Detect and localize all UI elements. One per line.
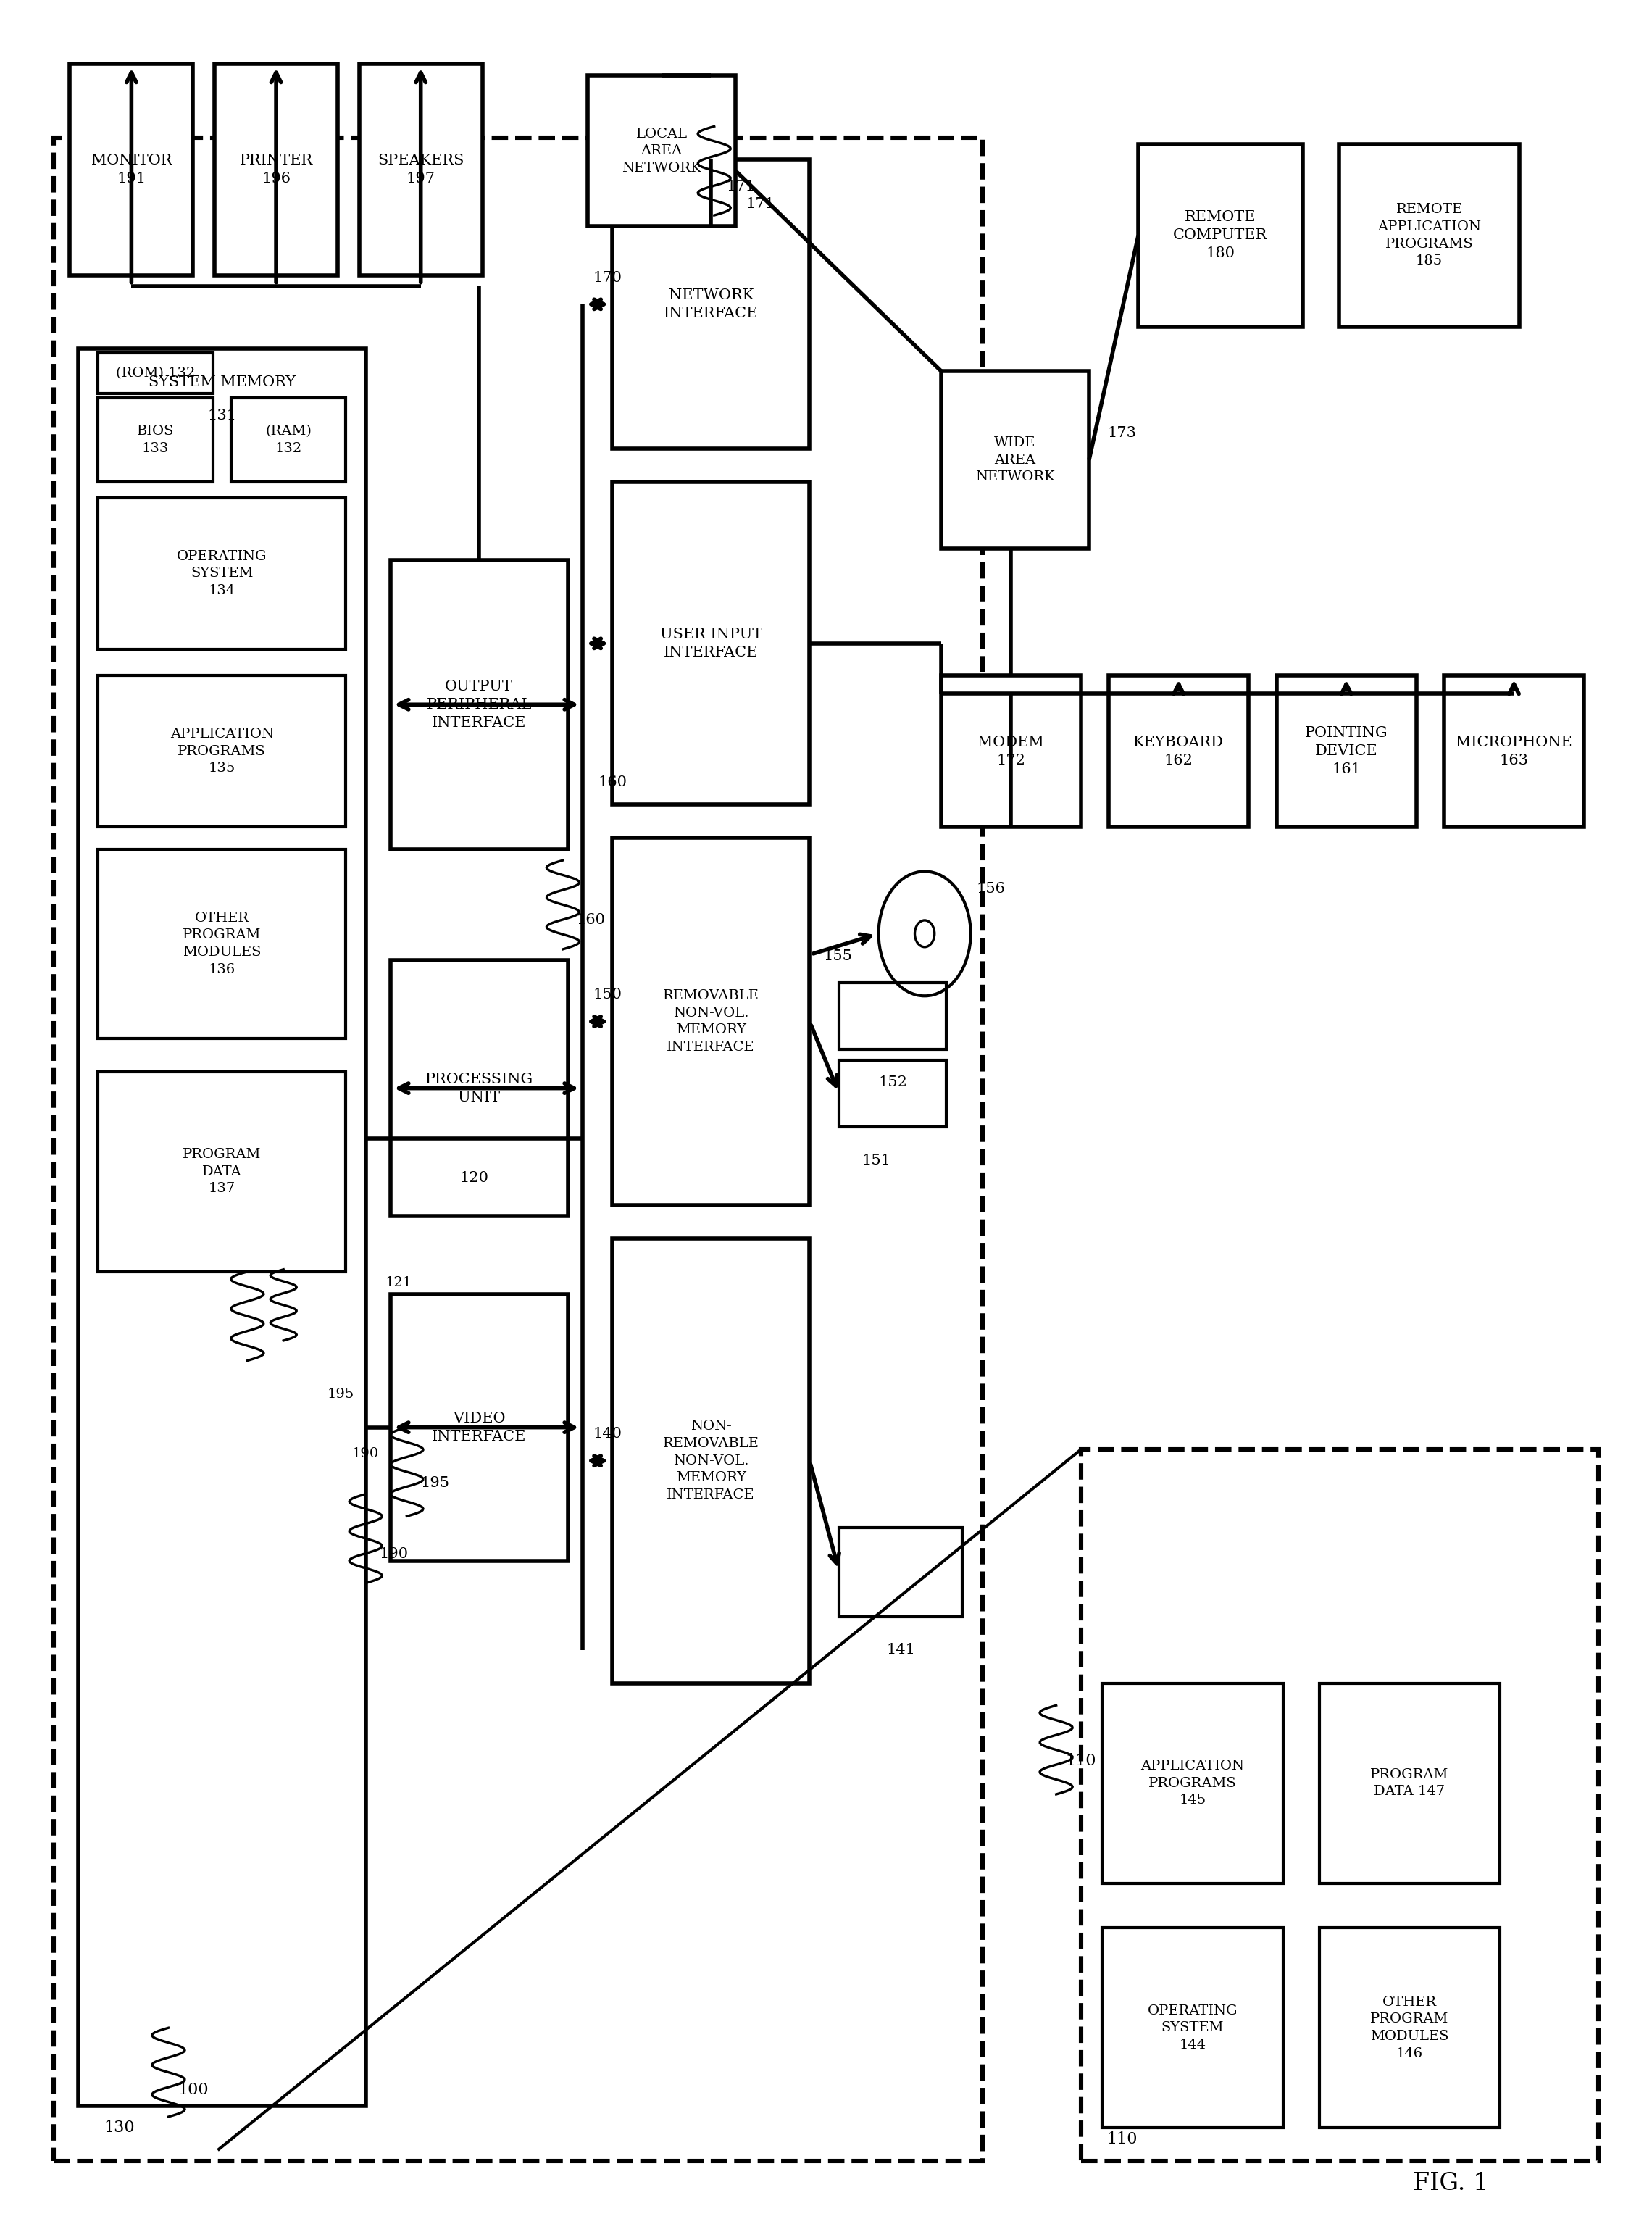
- Text: (ROM) 132: (ROM) 132: [116, 366, 195, 379]
- Bar: [97, 498, 345, 650]
- Bar: [613, 1239, 809, 1683]
- Text: 190: 190: [378, 1547, 408, 1560]
- Bar: [1444, 676, 1584, 826]
- Bar: [390, 560, 568, 848]
- Text: 141: 141: [887, 1643, 915, 1656]
- Text: MONITOR
191: MONITOR 191: [91, 154, 172, 185]
- Bar: [69, 65, 193, 275]
- Bar: [942, 371, 1089, 549]
- Text: OTHER
PROGRAM
MODULES
136: OTHER PROGRAM MODULES 136: [183, 911, 261, 975]
- Text: OPERATING
SYSTEM
144: OPERATING SYSTEM 144: [1148, 2004, 1237, 2051]
- Bar: [390, 960, 568, 1216]
- Bar: [231, 397, 345, 482]
- Text: 152: 152: [879, 1076, 907, 1089]
- Bar: [839, 982, 947, 1049]
- Bar: [1102, 1928, 1284, 2127]
- Bar: [942, 676, 1080, 826]
- Bar: [839, 1527, 963, 1616]
- Bar: [1338, 145, 1520, 326]
- Text: 121: 121: [385, 1277, 411, 1290]
- Bar: [1320, 1683, 1500, 1884]
- Text: PROCESSING
UNIT: PROCESSING UNIT: [425, 1071, 534, 1105]
- Text: SYSTEM MEMORY: SYSTEM MEMORY: [149, 375, 296, 388]
- Text: 190: 190: [352, 1449, 380, 1460]
- Bar: [97, 1071, 345, 1272]
- Text: APPLICATION
PROGRAMS
145: APPLICATION PROGRAMS 145: [1142, 1759, 1244, 1808]
- Text: VIDEO
INTERFACE: VIDEO INTERFACE: [431, 1411, 527, 1444]
- Text: REMOTE
COMPUTER
180: REMOTE COMPUTER 180: [1173, 210, 1267, 261]
- Text: 110: 110: [1107, 2132, 1137, 2147]
- Bar: [53, 138, 983, 2161]
- Text: 173: 173: [1107, 426, 1137, 440]
- Text: POINTING
DEVICE
161: POINTING DEVICE 161: [1305, 725, 1388, 777]
- Text: KEYBOARD
162: KEYBOARD 162: [1133, 734, 1224, 768]
- Text: 151: 151: [862, 1154, 890, 1167]
- Bar: [1138, 145, 1303, 326]
- Text: 155: 155: [823, 949, 852, 962]
- Text: 110: 110: [1066, 1752, 1097, 1770]
- Text: 195: 195: [327, 1388, 355, 1399]
- Text: 150: 150: [593, 989, 621, 1002]
- Bar: [1320, 1928, 1500, 2127]
- Text: LOCAL
AREA
NETWORK: LOCAL AREA NETWORK: [621, 127, 702, 174]
- Text: APPLICATION
PROGRAMS
135: APPLICATION PROGRAMS 135: [170, 728, 274, 775]
- Bar: [97, 848, 345, 1038]
- Text: PROGRAM
DATA
137: PROGRAM DATA 137: [183, 1147, 261, 1194]
- Text: 130: 130: [104, 2120, 134, 2136]
- Text: NETWORK
INTERFACE: NETWORK INTERFACE: [664, 288, 758, 319]
- Text: MODEM
172: MODEM 172: [978, 734, 1044, 768]
- Text: 100: 100: [178, 2082, 208, 2098]
- Bar: [1080, 1449, 1599, 2161]
- Text: REMOTE
APPLICATION
PROGRAMS
185: REMOTE APPLICATION PROGRAMS 185: [1378, 203, 1482, 268]
- Text: (RAM)
132: (RAM) 132: [266, 424, 312, 455]
- Text: 170: 170: [593, 270, 621, 283]
- Text: 131: 131: [206, 408, 236, 422]
- Bar: [390, 1295, 568, 1560]
- Bar: [613, 837, 809, 1205]
- Bar: [613, 482, 809, 806]
- Bar: [1108, 676, 1249, 826]
- Text: USER INPUT
INTERFACE: USER INPUT INTERFACE: [659, 627, 762, 658]
- Bar: [1102, 1683, 1284, 1884]
- Bar: [97, 676, 345, 826]
- Bar: [78, 348, 365, 2105]
- Bar: [1277, 676, 1416, 826]
- Text: 160: 160: [577, 913, 605, 926]
- Text: REMOVABLE
NON-VOL.
MEMORY
INTERFACE: REMOVABLE NON-VOL. MEMORY INTERFACE: [662, 989, 758, 1054]
- Text: 171: 171: [725, 179, 755, 194]
- Bar: [358, 65, 482, 275]
- Text: OPERATING
SYSTEM
134: OPERATING SYSTEM 134: [177, 549, 268, 596]
- Text: 120: 120: [459, 1172, 489, 1185]
- Bar: [588, 76, 735, 225]
- Bar: [97, 353, 213, 393]
- Text: 160: 160: [598, 775, 626, 790]
- Bar: [839, 1060, 947, 1127]
- Bar: [97, 397, 213, 482]
- Text: OUTPUT
PERIPHERAL
INTERFACE: OUTPUT PERIPHERAL INTERFACE: [426, 679, 532, 730]
- Text: WIDE
AREA
NETWORK: WIDE AREA NETWORK: [975, 435, 1054, 484]
- Text: BIOS
133: BIOS 133: [137, 424, 173, 455]
- Text: FIG. 1: FIG. 1: [1412, 2172, 1488, 2194]
- Text: PRINTER
196: PRINTER 196: [240, 154, 312, 185]
- Text: 195: 195: [420, 1475, 449, 1489]
- Text: 171: 171: [745, 196, 775, 212]
- Text: MICROPHONE
163: MICROPHONE 163: [1455, 734, 1573, 768]
- Text: 156: 156: [976, 882, 1004, 895]
- Text: NON-
REMOVABLE
NON-VOL.
MEMORY
INTERFACE: NON- REMOVABLE NON-VOL. MEMORY INTERFACE: [662, 1420, 758, 1502]
- Bar: [215, 65, 337, 275]
- Text: OTHER
PROGRAM
MODULES
146: OTHER PROGRAM MODULES 146: [1371, 1995, 1449, 2060]
- Text: SPEAKERS
197: SPEAKERS 197: [378, 154, 464, 185]
- Text: 140: 140: [593, 1426, 621, 1442]
- Text: PROGRAM
DATA 147: PROGRAM DATA 147: [1371, 1768, 1449, 1799]
- Bar: [613, 161, 809, 449]
